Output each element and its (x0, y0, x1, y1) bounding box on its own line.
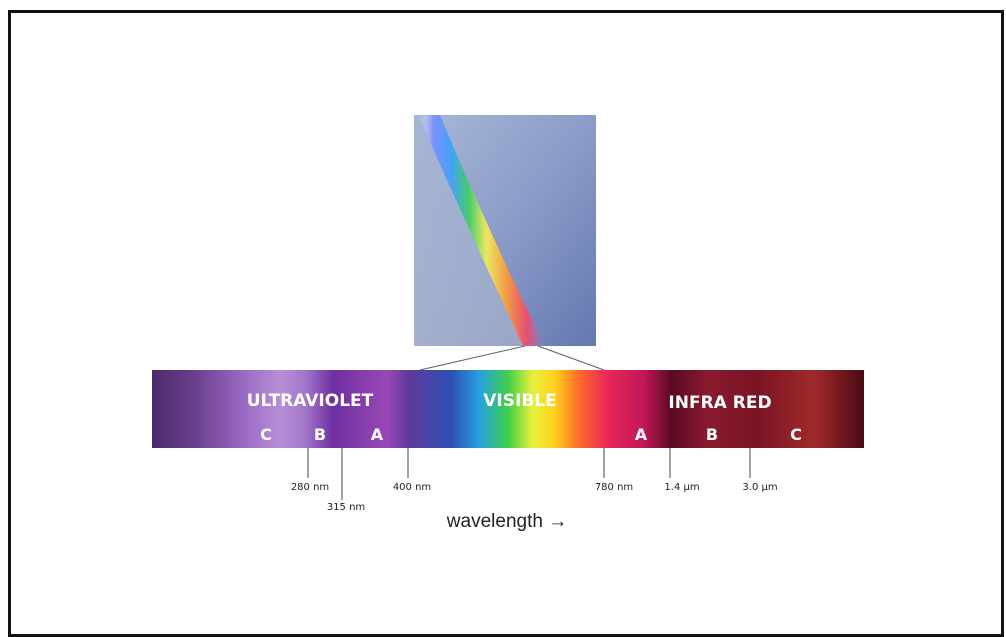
tick-label-780: 780 nm (595, 482, 633, 493)
label-ir-c: C (790, 425, 802, 444)
rainbow-arc (418, 115, 545, 346)
tick-label-315: 315 nm (327, 502, 365, 513)
tick-label-400: 400 nm (393, 482, 431, 493)
label-infrared: INFRA RED (668, 393, 771, 413)
projection-line-right (537, 345, 605, 371)
label-uv-b: B (314, 425, 326, 444)
label-uv-c: C (260, 425, 272, 444)
tick-label-3-0: 3.0 µm (742, 482, 777, 493)
label-uv-a: A (371, 425, 384, 444)
projection-line-left (419, 345, 526, 371)
label-ir-a: A (635, 425, 648, 444)
rainbow-image (414, 115, 596, 346)
wavelength-axis-label: wavelength → (446, 511, 567, 532)
label-ultraviolet: ULTRAVIOLET (247, 391, 374, 411)
tick-label-1-4: 1.4 µm (664, 482, 699, 493)
label-visible: VISIBLE (483, 391, 556, 411)
tick-label-280: 280 nm (291, 482, 329, 493)
label-ir-b: B (706, 425, 718, 444)
tick-marks (307, 448, 751, 500)
spectrum-band (152, 370, 864, 448)
